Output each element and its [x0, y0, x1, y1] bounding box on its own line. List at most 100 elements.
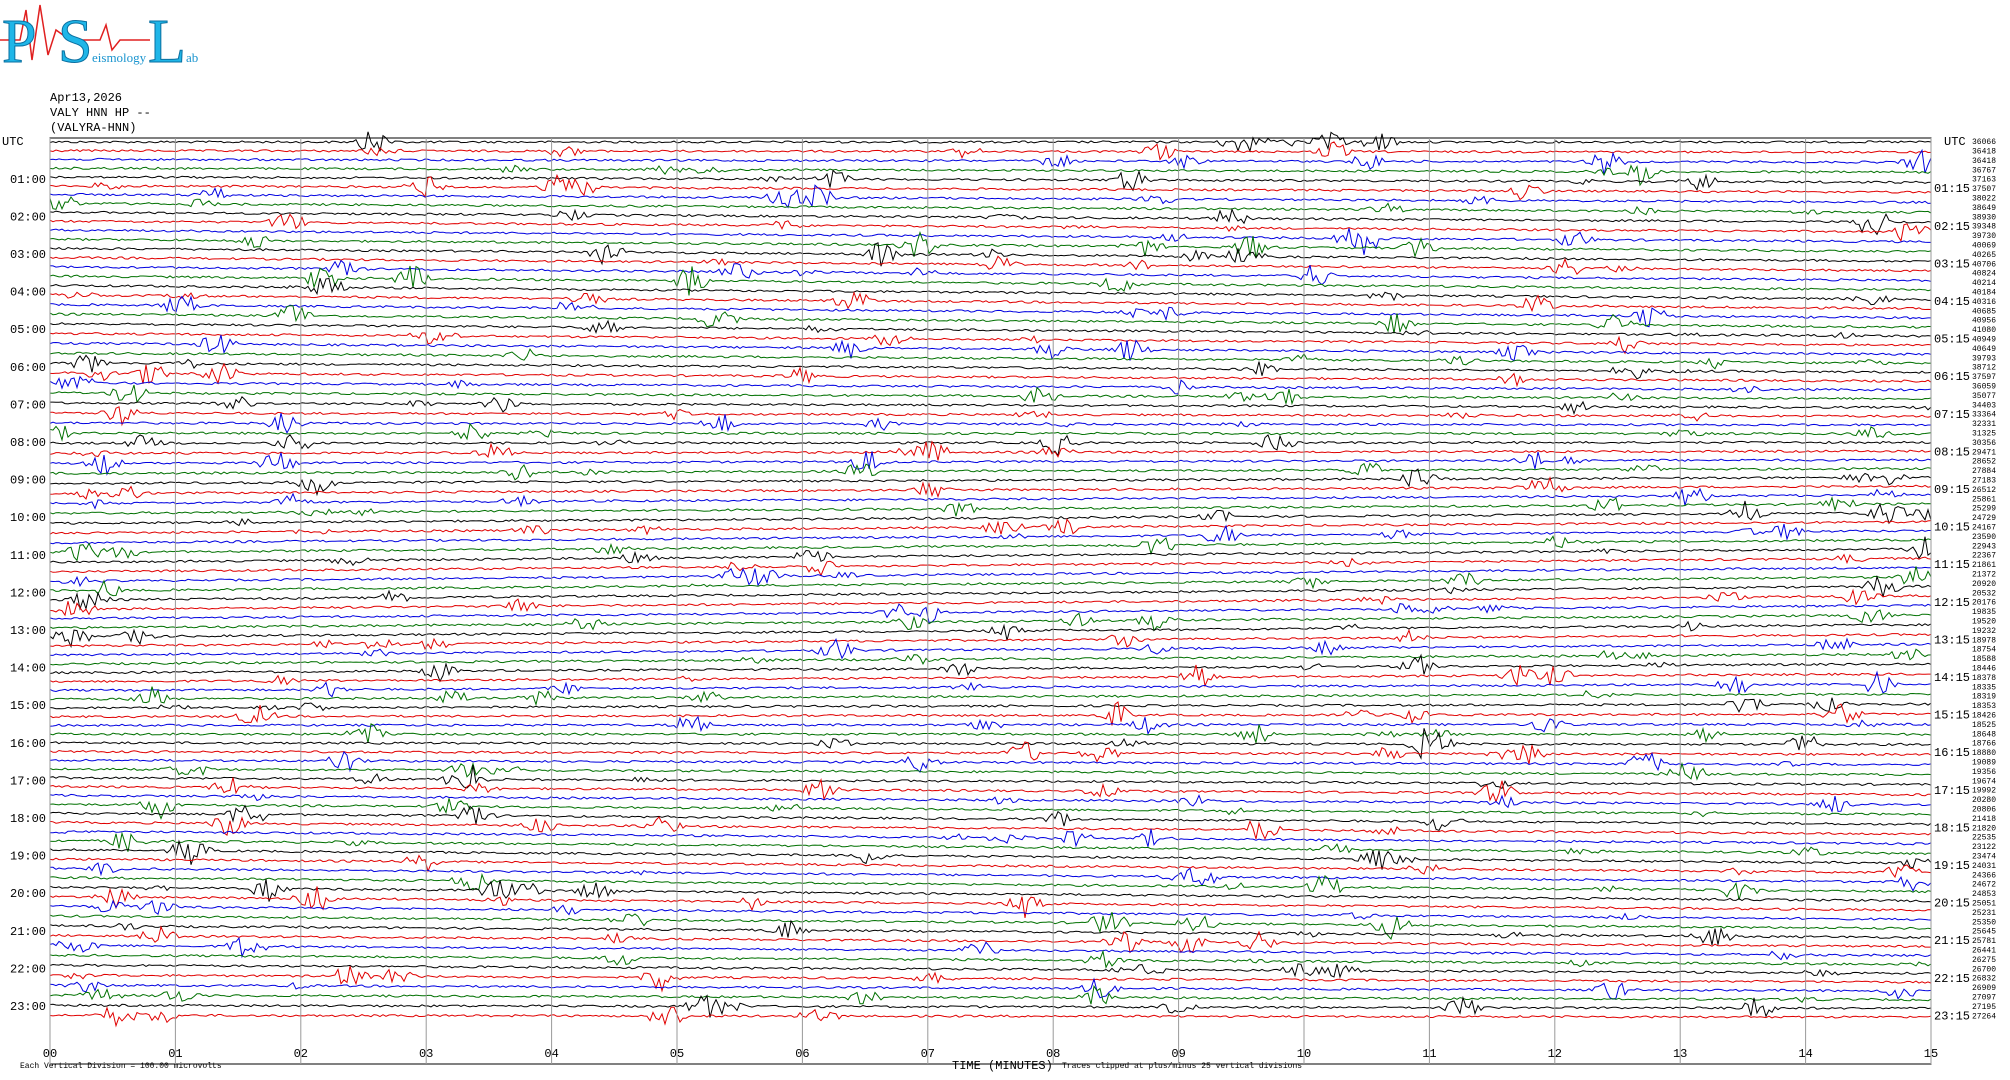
- trace-offset: 23590: [1972, 533, 1996, 542]
- trace-offset: 18378: [1972, 674, 1996, 683]
- trace-offset: 24167: [1972, 524, 1996, 533]
- trace-offset: 27183: [1972, 477, 1996, 486]
- trace: [49, 804, 1932, 832]
- trace-offset: 19835: [1972, 608, 1996, 617]
- trace: [49, 375, 1932, 395]
- x-tick-label: 03: [419, 1047, 433, 1061]
- trace: [49, 384, 1932, 406]
- trace-offset: 18588: [1972, 655, 1996, 664]
- trace-offset: 33364: [1972, 411, 1996, 420]
- trace-offset: 40214: [1972, 279, 1996, 288]
- right-hour-label: 18:15: [1934, 821, 1970, 835]
- trace-offset: 40824: [1972, 270, 1996, 279]
- trace-offset: 27884: [1972, 467, 1996, 476]
- left-hour-label: 15:00: [10, 699, 46, 713]
- trace-offset: 19356: [1972, 768, 1996, 777]
- logo-letter: S: [58, 8, 92, 76]
- trace-offset: 18766: [1972, 740, 1996, 749]
- logo-word: ab: [186, 50, 198, 65]
- trace: [49, 670, 1932, 698]
- trace-offset: 25645: [1972, 928, 1996, 937]
- trace-offset: 28652: [1972, 458, 1996, 467]
- trace: [49, 496, 1932, 517]
- trace-offset: 18648: [1972, 730, 1996, 739]
- trace-offset: 26275: [1972, 956, 1996, 965]
- trace: [49, 793, 1932, 814]
- trace: [49, 620, 1932, 649]
- x-tick-label: 08: [1046, 1047, 1060, 1061]
- trace: [49, 434, 1932, 457]
- trace: [49, 936, 1932, 961]
- right-hour-label: 07:15: [1934, 408, 1970, 422]
- trace: [49, 148, 1932, 175]
- trace-offset: 19232: [1972, 627, 1996, 636]
- x-tick-label: 12: [1548, 1047, 1562, 1061]
- right-axis-title: UTC: [1944, 135, 1966, 149]
- trace: [49, 575, 1932, 611]
- trace: [49, 653, 1932, 683]
- right-hour-label: 15:15: [1934, 709, 1970, 723]
- right-hour-label: 16:15: [1934, 746, 1970, 760]
- left-hour-label: 04:00: [10, 286, 46, 300]
- right-hour-label: 19:15: [1934, 859, 1970, 873]
- right-hour-label: 17:15: [1934, 784, 1970, 798]
- trace: [49, 305, 1932, 334]
- trace-offset: 22367: [1972, 552, 1996, 561]
- trace: [49, 242, 1932, 267]
- trace: [49, 566, 1931, 588]
- trace-offset: 23122: [1972, 843, 1996, 852]
- trace: [49, 553, 1932, 577]
- trace-offset: 25051: [1972, 900, 1996, 909]
- trace: [49, 354, 1932, 380]
- trace: [49, 265, 1932, 296]
- trace-offset: 18446: [1972, 665, 1996, 674]
- trace: [49, 440, 1932, 461]
- trace: [49, 487, 1932, 510]
- trace-offset: 18525: [1972, 721, 1996, 730]
- trace: [49, 628, 1932, 650]
- trace-offset: 34403: [1972, 401, 1996, 410]
- trace: [49, 259, 1932, 286]
- trace: [49, 406, 1932, 427]
- trace-offset: 25350: [1972, 918, 1996, 927]
- header-site: (VALYRA-HNN): [50, 121, 136, 135]
- traces: [49, 131, 1932, 1028]
- trace: [49, 422, 1932, 442]
- trace-offset: 22535: [1972, 834, 1996, 843]
- x-tick-label: 00: [43, 1047, 57, 1061]
- trace: [49, 949, 1932, 970]
- trace-offset: 40956: [1972, 317, 1996, 326]
- left-axis-title: UTC: [2, 135, 24, 149]
- right-hour-label: 21:15: [1934, 934, 1970, 948]
- trace: [49, 977, 1932, 1000]
- x-tick-label: 06: [795, 1047, 809, 1061]
- trace-offset: 18754: [1972, 646, 1996, 655]
- trace-offset: 26441: [1972, 947, 1996, 956]
- trace-offset: 35077: [1972, 392, 1996, 401]
- trace-offset: 26512: [1972, 486, 1996, 495]
- trace-offset: 24853: [1972, 890, 1996, 899]
- trace: [49, 648, 1932, 666]
- trace: [49, 213, 1932, 243]
- left-hour-label: 02:00: [10, 210, 46, 224]
- trace: [49, 664, 1931, 688]
- trace: [49, 701, 1932, 726]
- trace-offset: 40649: [1972, 345, 1996, 354]
- trace-offset: 30356: [1972, 439, 1996, 448]
- trace-offset: 24031: [1972, 862, 1996, 871]
- left-hour-label: 17:00: [10, 774, 46, 788]
- trace-offset: 37163: [1972, 176, 1996, 185]
- trace: [49, 451, 1932, 476]
- trace: [49, 500, 1932, 527]
- trace: [49, 462, 1932, 481]
- x-tick-label: 04: [544, 1047, 558, 1061]
- trace-offset: 21372: [1972, 571, 1996, 580]
- trace: [49, 196, 1932, 216]
- header-station: VALY HNN HP --: [50, 106, 151, 120]
- trace-offset: 24672: [1972, 881, 1996, 890]
- trace: [49, 535, 1932, 562]
- left-hour-label: 22:00: [10, 962, 46, 976]
- trace: [49, 966, 1932, 993]
- trace: [49, 798, 1932, 820]
